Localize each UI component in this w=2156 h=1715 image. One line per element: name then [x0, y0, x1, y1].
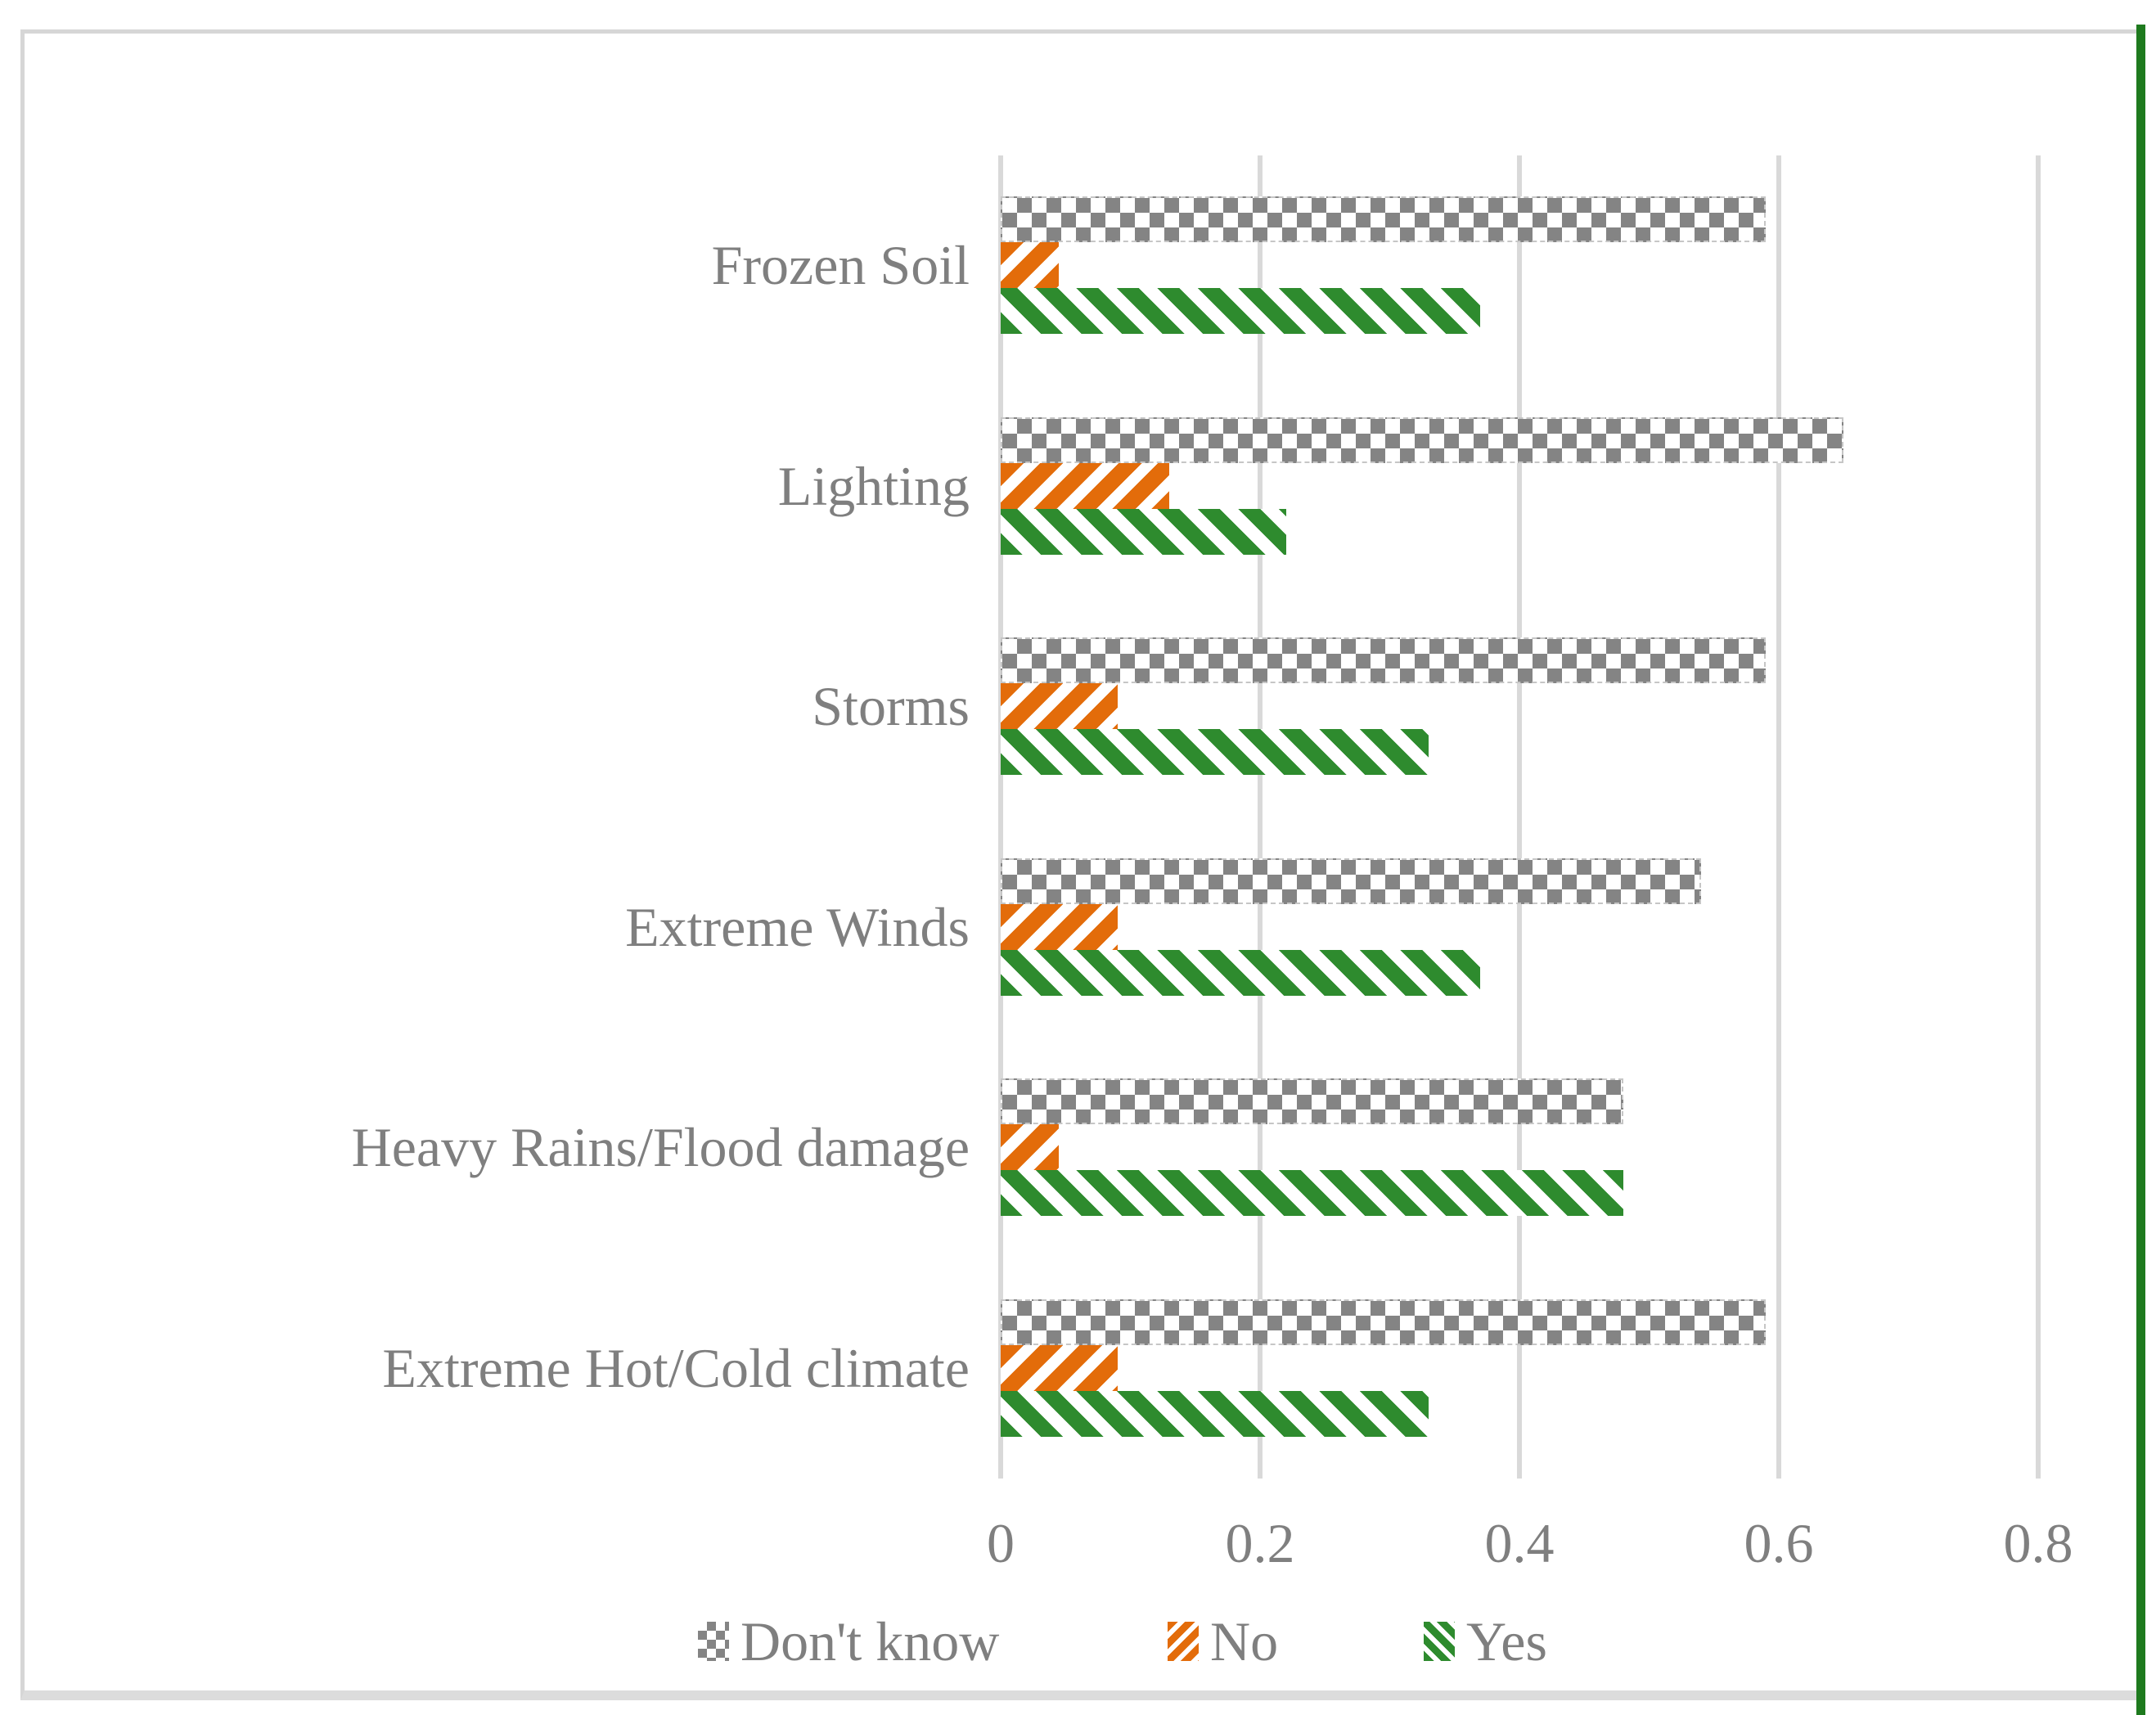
category-label-extreme-hot-cold-climate: Extreme Hot/Cold climate [382, 1336, 970, 1399]
legend-swatch-yes-icon [1424, 1622, 1455, 1661]
legend-item-no: No [1168, 1604, 1278, 1679]
x-axis-tick-label: 0.4 [1484, 1512, 1555, 1574]
bar-no-heavy-rains-flood-damage [1001, 1124, 1060, 1170]
bar-yes-storms [1001, 729, 1429, 775]
category-label-frozen-soil: Frozen Soil [711, 234, 970, 297]
legend-item-yes: Yes [1424, 1604, 1547, 1679]
bar-don-t-know-storms [1001, 637, 1767, 683]
legend-item-don-t-know: Don't know [698, 1604, 999, 1679]
bar-yes-extreme-winds [1001, 949, 1481, 996]
legend-swatch-no-icon [1168, 1622, 1199, 1661]
bar-no-lighting [1001, 462, 1170, 509]
gridline-x-0 [998, 155, 1003, 1479]
gridline-x-0.4 [1517, 155, 1522, 1479]
bar-don-t-know-extreme-hot-cold-climate [1001, 1299, 1767, 1345]
legend-label-don-t-know: Don't know [740, 1609, 1000, 1672]
bar-yes-extreme-hot-cold-climate [1001, 1390, 1429, 1437]
category-label-heavy-rains-flood-damage: Heavy Rains/Flood damage [351, 1116, 970, 1179]
category-label-extreme-winds: Extreme Winds [625, 895, 970, 958]
bar-don-t-know-frozen-soil [1001, 196, 1767, 242]
bar-don-t-know-lighting [1001, 416, 1844, 463]
x-axis-tick-label: 0.2 [1225, 1512, 1295, 1574]
x-axis-tick-label: 0.8 [2003, 1512, 2073, 1574]
bar-no-extreme-hot-cold-climate [1001, 1344, 1118, 1391]
legend-swatch-don-t-know-icon [698, 1622, 729, 1661]
bar-yes-lighting [1001, 508, 1286, 555]
figure-border [20, 29, 2140, 1700]
gridline-x-0.8 [2036, 155, 2041, 1479]
legend-label-yes: Yes [1466, 1609, 1547, 1672]
gridline-x-0.2 [1258, 155, 1263, 1479]
bar-yes-heavy-rains-flood-damage [1001, 1170, 1623, 1216]
bar-don-t-know-extreme-winds [1001, 858, 1701, 904]
bar-no-storms [1001, 683, 1118, 729]
bar-no-frozen-soil [1001, 242, 1060, 288]
bar-yes-frozen-soil [1001, 288, 1481, 334]
category-label-storms: Storms [812, 675, 970, 738]
bar-no-extreme-winds [1001, 903, 1118, 950]
bar-don-t-know-heavy-rains-flood-damage [1001, 1078, 1623, 1124]
page-edge-line [2136, 25, 2145, 1715]
category-label-lighting: Lighting [777, 454, 970, 517]
x-axis-tick-label: 0.6 [1744, 1512, 1814, 1574]
legend-label-no: No [1210, 1609, 1279, 1672]
x-axis-tick-label: 0 [987, 1512, 1015, 1574]
gridline-x-0.6 [1776, 155, 1781, 1479]
